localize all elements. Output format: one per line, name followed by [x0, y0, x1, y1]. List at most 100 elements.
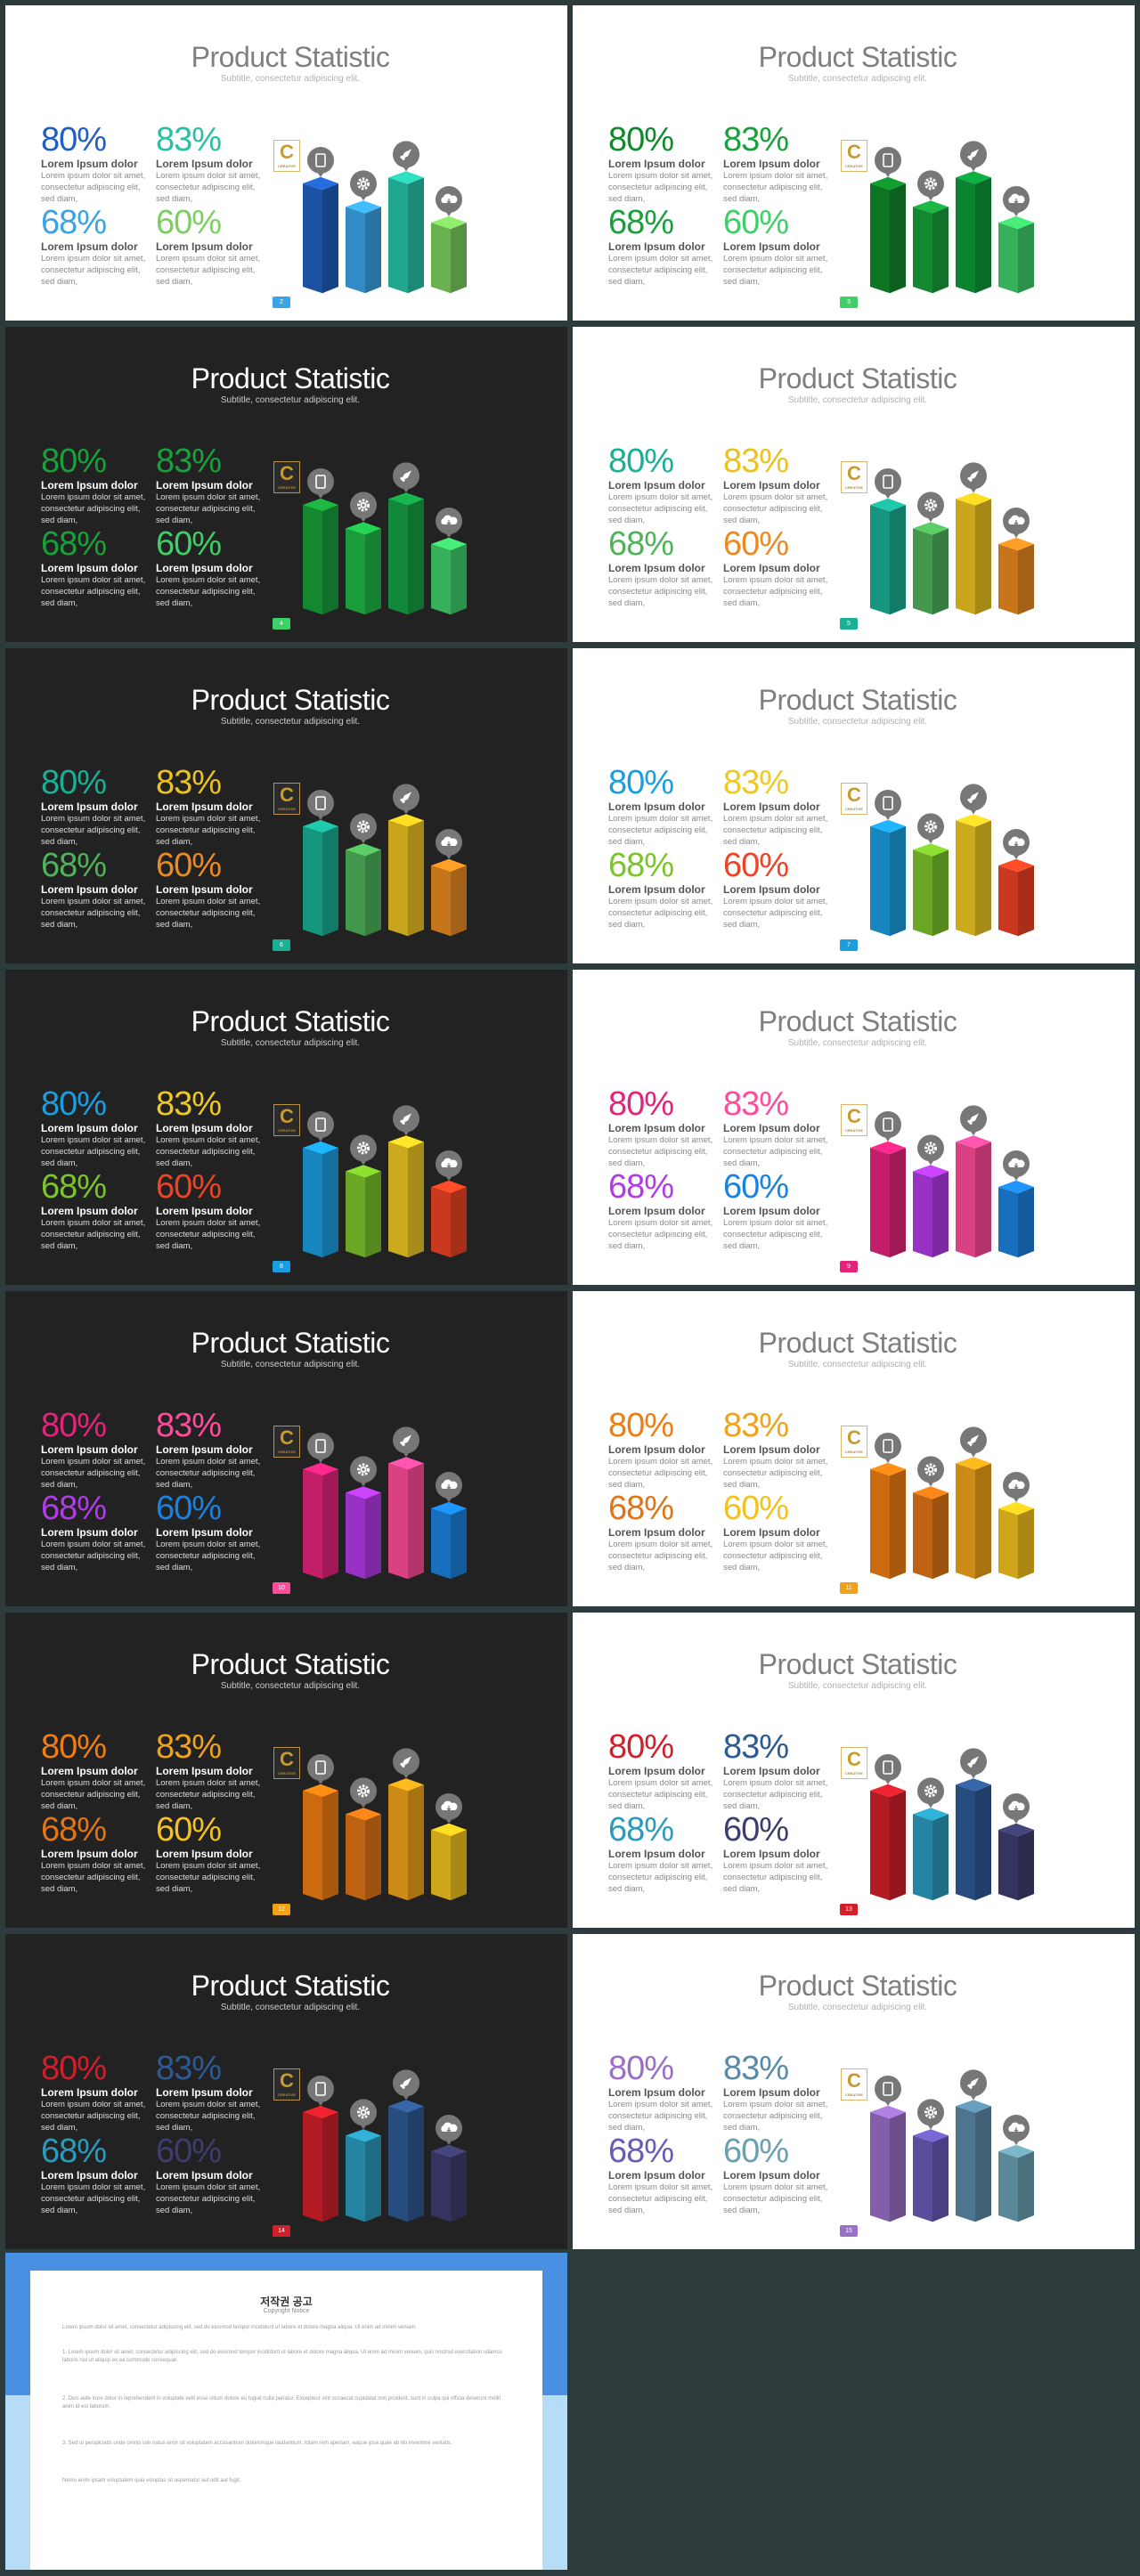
stat-description: sed diam,: [608, 1241, 646, 1251]
stat-percent: 83%: [723, 1085, 789, 1123]
stat-description: consectetur adipiscing elit,: [41, 265, 141, 275]
stat-heading: Lorem Ipsum dolor: [41, 1765, 138, 1777]
stat-description: consectetur adipiscing elit,: [41, 1790, 141, 1800]
stat-percent: 80%: [608, 2050, 674, 2087]
chart-bar: [346, 492, 381, 615]
stat-description: consectetur adipiscing elit,: [723, 1551, 823, 1561]
stat-heading: Lorem Ipsum dolor: [41, 1848, 138, 1860]
logo-text: CREATIVE: [278, 485, 296, 490]
stat-description: consectetur adipiscing elit,: [723, 1468, 823, 1478]
chart-bar: [346, 170, 381, 294]
bar-chart: [870, 462, 1034, 615]
stat-description: consectetur adipiscing elit,: [156, 1873, 256, 1882]
chart-bar: [388, 2069, 424, 2223]
stat-block: 80% Lorem Ipsum dolor Lorem ipsum dolor si…: [41, 122, 148, 205]
stat-description: sed diam,: [156, 1241, 193, 1251]
stat-percent: 83%: [723, 443, 789, 480]
bar-chart: [303, 784, 467, 937]
slide-title: Product Statistic: [758, 1648, 957, 1680]
page-number: 10: [273, 1582, 290, 1594]
slide-11: Product Statistic Subtitle, consectetur a…: [573, 1291, 1135, 1606]
stat-block: 80% Lorem Ipsum dolor Lorem ipsum dolor si…: [608, 1408, 715, 1491]
rocket-icon: [967, 1113, 979, 1125]
stat-description: consectetur adipiscing elit,: [156, 1147, 256, 1157]
bar-chart: [870, 141, 1034, 294]
stat-block: 60% Lorem Ipsum dolor Lorem ipsum dolor si…: [156, 848, 263, 930]
chart-bar: [388, 1426, 424, 1580]
stat-percent: 80%: [41, 121, 107, 158]
stat-description: Lorem ipsum dolor sit amet,: [41, 171, 146, 181]
stat-block: 80% Lorem Ipsum dolor Lorem ipsum dolor si…: [608, 1086, 715, 1169]
tablet-icon: [315, 475, 326, 489]
gear-icon: [357, 1784, 370, 1798]
gear-icon: [357, 177, 370, 191]
stat-description: consectetur adipiscing elit,: [156, 2111, 256, 2121]
logo-mark: C CREATIVE: [841, 1747, 867, 1779]
stat-heading: Lorem Ipsum dolor: [608, 1205, 705, 1217]
chart-bar: [913, 1777, 949, 1901]
stat-description: consectetur adipiscing elit,: [723, 2111, 823, 2121]
logo-text: CREATIVE: [845, 485, 863, 490]
stat-block: 60% Lorem Ipsum dolor Lorem ipsum dolor si…: [723, 848, 830, 930]
chart-bar: [870, 1111, 906, 1258]
stat-description: sed diam,: [723, 920, 761, 930]
stat-block: 83% Lorem Ipsum dolor Lorem ipsum dolor si…: [156, 1729, 263, 1812]
logo-letter: C: [847, 462, 861, 484]
stat-description: consectetur adipiscing elit,: [608, 1873, 708, 1882]
slide-14: Product Statistic Subtitle, consectetur a…: [5, 1934, 567, 2249]
stat-heading: Lorem Ipsum dolor: [608, 2169, 705, 2182]
stat-heading: Lorem Ipsum dolor: [723, 1205, 820, 1217]
stat-heading: Lorem Ipsum dolor: [41, 1122, 138, 1134]
stat-percent: 83%: [156, 121, 222, 158]
stat-heading: Lorem Ipsum dolor: [608, 1443, 705, 1456]
stat-description: sed diam,: [723, 1480, 761, 1490]
tablet-icon: [315, 153, 326, 167]
slide-subtitle: Subtitle, consectetur adipiscing elit.: [220, 1360, 361, 1369]
stat-heading: Lorem Ipsum dolor: [156, 800, 253, 813]
stat-block: 60% Lorem Ipsum dolor Lorem ipsum dolor si…: [723, 1812, 830, 1895]
stat-block: 80% Lorem Ipsum dolor Lorem ipsum dolor si…: [608, 1729, 715, 1812]
stat-percent: 68%: [41, 2133, 107, 2170]
slide-title: Product Statistic: [758, 684, 957, 716]
cloud-icon: [1008, 515, 1025, 525]
rocket-icon: [967, 1434, 979, 1447]
copyright-subtitle: Copyright Notice: [263, 2308, 310, 2314]
rocket-icon: [967, 470, 979, 483]
logo-mark: C CREATIVE: [841, 461, 867, 493]
logo-text: CREATIVE: [278, 1128, 296, 1133]
logo-mark: C CREATIVE: [273, 1747, 300, 1779]
stat-description: sed diam,: [608, 1563, 646, 1572]
tablet-icon: [883, 1760, 893, 1775]
stat-description: sed diam,: [608, 1158, 646, 1168]
logo-text: CREATIVE: [845, 164, 863, 168]
stat-description: consectetur adipiscing elit,: [41, 504, 141, 514]
gear-icon: [924, 1463, 937, 1476]
slide-title: Product Statistic: [758, 1005, 957, 1037]
chart-bar: [956, 1105, 991, 1258]
stat-block: 83% Lorem Ipsum dolor Lorem ipsum dolor si…: [723, 1086, 830, 1169]
stat-heading: Lorem Ipsum dolor: [608, 800, 705, 813]
stat-heading: Lorem Ipsum dolor: [41, 1205, 138, 1217]
stat-block: 80% Lorem Ipsum dolor Lorem ipsum dolor si…: [41, 1086, 148, 1169]
stat-block: 68% Lorem Ipsum dolor Lorem ipsum dolor si…: [41, 1169, 148, 1252]
stat-description: consectetur adipiscing elit,: [608, 1468, 708, 1478]
chart-bar: [956, 2069, 991, 2223]
stat-description: sed diam,: [41, 2206, 78, 2215]
logo-letter: C: [280, 2069, 294, 2092]
stat-percent: 83%: [723, 2050, 789, 2087]
copyright-title: 저작권 공고: [260, 2296, 313, 2308]
stat-percent: 60%: [723, 525, 789, 563]
stat-description: consectetur adipiscing elit,: [723, 825, 823, 835]
stat-description: sed diam,: [723, 1801, 761, 1811]
stat-description: sed diam,: [41, 1480, 78, 1490]
slide-8: Product Statistic Subtitle, consectetur a…: [5, 970, 567, 1285]
stat-percent: 68%: [608, 1811, 674, 1849]
stat-block: 83% Lorem Ipsum dolor Lorem ipsum dolor si…: [723, 1729, 830, 1812]
stat-percent: 80%: [608, 1728, 674, 1766]
slide-subtitle: Subtitle, consectetur adipiscing elit.: [220, 2003, 361, 2012]
chart-bar: [303, 147, 338, 294]
stat-percent: 80%: [41, 1407, 107, 1444]
stat-description: Lorem ipsum dolor sit amet,: [608, 575, 713, 585]
stat-description: consectetur adipiscing elit,: [723, 2194, 823, 2204]
stat-percent: 83%: [156, 443, 222, 480]
